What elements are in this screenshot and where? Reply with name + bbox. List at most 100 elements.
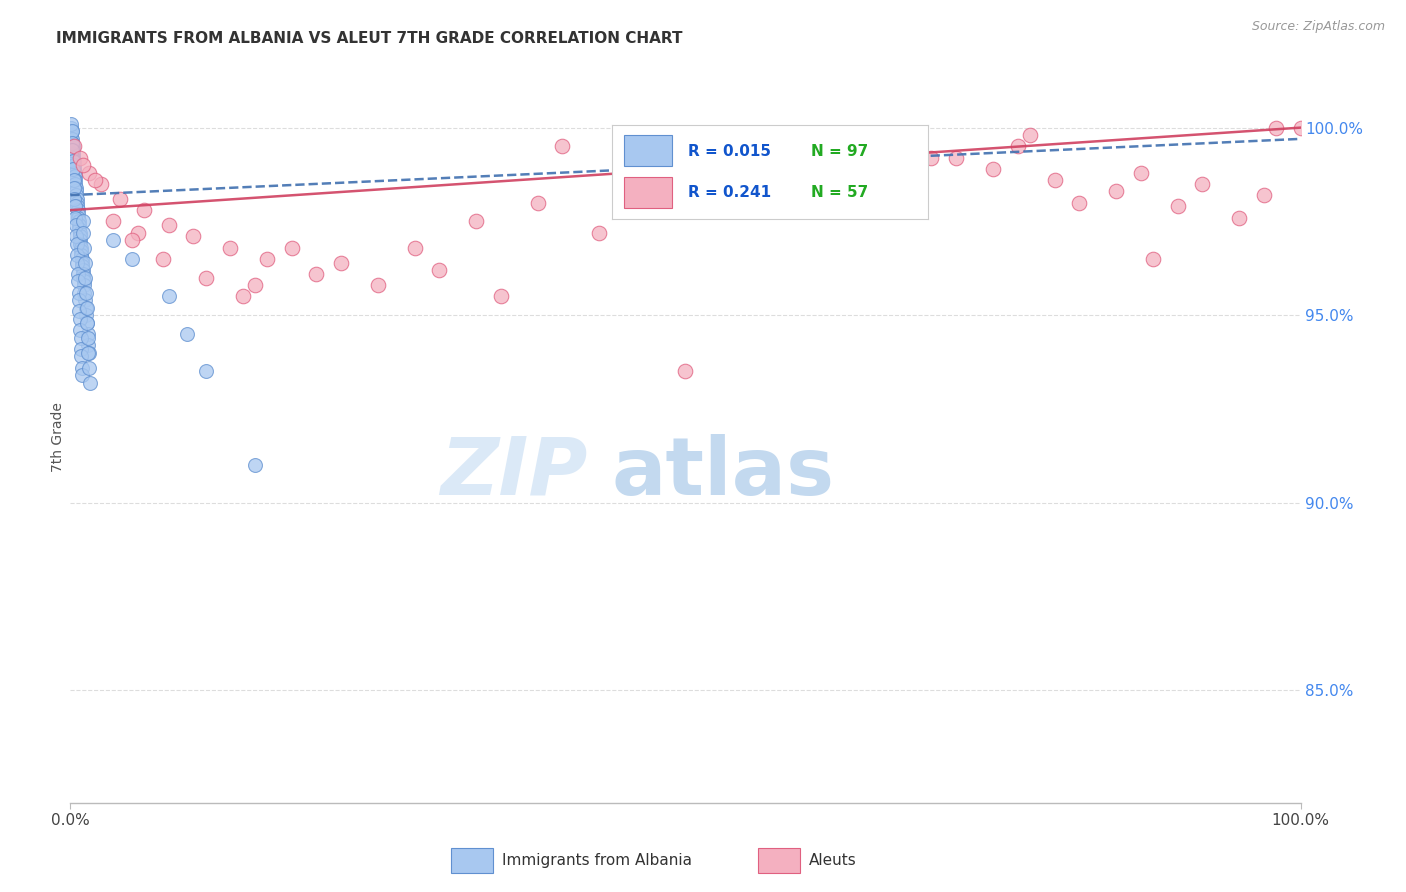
Point <box>67 214 90 228</box>
Point <box>157 289 180 303</box>
Point <box>60 132 83 146</box>
Point <box>65 185 87 199</box>
Text: ZIP: ZIP <box>440 434 588 512</box>
Point <box>108 192 131 206</box>
Point <box>65 218 87 232</box>
Point <box>76 331 98 345</box>
Point <box>921 151 943 165</box>
Point <box>66 199 89 213</box>
Point <box>62 173 84 187</box>
Point <box>243 278 266 293</box>
Point <box>62 151 84 165</box>
Point <box>243 458 266 473</box>
Point <box>76 326 98 341</box>
Bar <box>624 136 672 166</box>
Point <box>152 252 174 266</box>
Point <box>305 267 328 281</box>
Point <box>73 278 96 293</box>
Point <box>489 289 512 303</box>
Point <box>76 316 98 330</box>
Point <box>256 252 278 266</box>
Point <box>859 139 882 153</box>
Point <box>67 274 90 288</box>
Point <box>84 173 107 187</box>
Text: IMMIGRANTS FROM ALBANIA VS ALEUT 7TH GRADE CORRELATION CHART: IMMIGRANTS FROM ALBANIA VS ALEUT 7TH GRA… <box>56 31 683 46</box>
Point <box>62 154 84 169</box>
Point <box>77 166 100 180</box>
Text: Source: ZipAtlas.com: Source: ZipAtlas.com <box>1251 20 1385 33</box>
Point <box>62 143 84 157</box>
Point <box>60 117 83 131</box>
Text: N = 57: N = 57 <box>811 185 868 200</box>
Point <box>69 226 91 240</box>
Point <box>77 345 100 359</box>
Point <box>103 214 125 228</box>
Point <box>1129 166 1152 180</box>
Point <box>66 255 89 269</box>
Point <box>65 177 87 191</box>
Point <box>1227 211 1250 225</box>
Point <box>1007 139 1029 153</box>
Point <box>72 158 94 172</box>
Text: atlas: atlas <box>612 434 835 512</box>
Point <box>103 233 125 247</box>
Point <box>367 278 389 293</box>
Text: Immigrants from Albania: Immigrants from Albania <box>502 854 692 868</box>
Point <box>65 211 87 225</box>
Point <box>69 236 91 251</box>
Point <box>62 154 84 169</box>
Point <box>1043 173 1066 187</box>
Point <box>73 241 96 255</box>
Point <box>981 161 1004 176</box>
Point <box>1253 188 1275 202</box>
Point <box>66 195 89 210</box>
Point <box>75 270 97 285</box>
Point <box>194 270 217 285</box>
Point <box>761 177 783 191</box>
Point <box>735 177 758 191</box>
Point <box>72 267 94 281</box>
Point <box>70 248 93 262</box>
Point <box>69 323 91 337</box>
Point <box>59 120 82 135</box>
Point <box>69 331 91 345</box>
Point <box>70 350 93 364</box>
Point <box>60 136 83 150</box>
Point <box>75 293 96 308</box>
Point <box>121 252 143 266</box>
Point <box>65 188 87 202</box>
Point <box>526 195 548 210</box>
Text: R = 0.015: R = 0.015 <box>688 144 770 159</box>
Point <box>66 192 89 206</box>
Point <box>821 151 844 165</box>
Point <box>176 326 198 341</box>
Point <box>127 226 149 240</box>
Point <box>70 342 93 356</box>
Point <box>330 255 353 269</box>
Point <box>77 338 100 352</box>
Point <box>79 376 101 390</box>
Point <box>66 203 89 218</box>
Point <box>70 368 93 383</box>
Point <box>75 301 97 315</box>
Point <box>65 173 87 187</box>
Point <box>72 263 94 277</box>
Point <box>883 139 905 153</box>
Point <box>66 248 89 262</box>
Point <box>77 360 100 375</box>
Point <box>132 203 156 218</box>
Point <box>63 192 86 206</box>
Point <box>63 161 86 176</box>
Point <box>76 316 98 330</box>
Point <box>67 211 90 225</box>
Point <box>60 124 83 138</box>
Text: Aleuts: Aleuts <box>808 854 856 868</box>
Point <box>70 244 93 259</box>
Point <box>465 214 488 228</box>
Point <box>60 124 83 138</box>
Point <box>70 252 93 266</box>
Point <box>70 255 93 269</box>
Point <box>1191 177 1213 191</box>
Point <box>66 267 89 281</box>
Point <box>183 229 205 244</box>
